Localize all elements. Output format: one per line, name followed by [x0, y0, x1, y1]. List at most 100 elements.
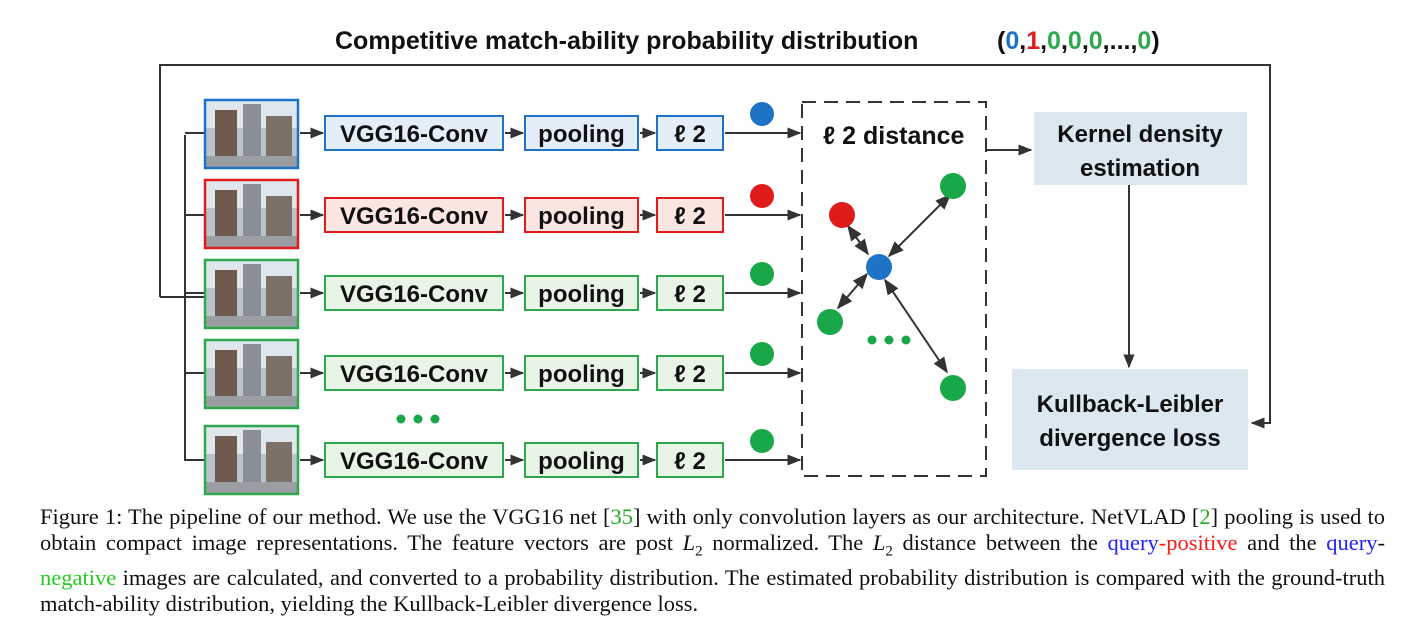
ellipsis-dot — [430, 414, 440, 424]
gt-comma: , — [1103, 27, 1110, 55]
ellipsis-dot — [413, 414, 423, 424]
caption-query-word: query — [1326, 530, 1378, 555]
gt-comma: , — [1040, 27, 1047, 55]
gt-entry-4: 0 — [1089, 27, 1103, 55]
ellipsis-dot — [901, 335, 911, 345]
gt-close-paren: ) — [1151, 27, 1159, 55]
negative-embedding-point — [940, 173, 966, 199]
gt-entry-0: 0 — [1005, 27, 1019, 55]
gt-comma: , — [1019, 27, 1026, 55]
branch-positive: VGG16-Conv pooling ℓ 2 — [185, 178, 802, 250]
diagram-title: Competitive match-ability probability di… — [335, 27, 918, 55]
kde-label-line1: Kernel density — [1057, 121, 1223, 148]
negative-embedding-point — [940, 375, 966, 401]
neg-distance-edge — [836, 272, 869, 310]
l2-norm-box — [656, 355, 724, 391]
branch-image-positive — [203, 178, 300, 250]
pooling-box — [524, 115, 639, 151]
pooling-box — [524, 275, 639, 311]
vgg16-conv-label: VGG16-Conv — [340, 203, 489, 230]
kde-box — [1034, 112, 1247, 185]
caption-label: Figure 1: — [40, 504, 123, 529]
pooling-box — [524, 442, 639, 478]
branch-ellipsis — [396, 414, 440, 424]
caption-positive-word: positive — [1166, 530, 1238, 555]
branch-negative: VGG16-Conv pooling ℓ 2 — [185, 338, 802, 410]
caption-dash: - — [1377, 530, 1386, 555]
feature-vector-dot — [750, 102, 774, 126]
feature-vector-dot — [750, 262, 774, 286]
neg-distance-edge — [884, 278, 948, 374]
math-subscript: 2 — [695, 543, 703, 560]
l2-norm-box — [656, 275, 724, 311]
l2-norm-box — [656, 197, 724, 233]
kl-loss-box — [1012, 369, 1248, 470]
caption-query-word: query — [1107, 530, 1159, 555]
distance-box — [801, 101, 987, 477]
branch-image-negative — [203, 258, 300, 330]
vgg16-conv-box — [324, 115, 504, 151]
citation-link[interactable]: 2 — [1199, 504, 1211, 529]
branch-image-query — [203, 98, 300, 170]
pooling-box — [524, 197, 639, 233]
vgg16-conv-label: VGG16-Conv — [340, 121, 489, 148]
vgg16-conv-label: VGG16-Conv — [340, 448, 489, 475]
positive-embedding-point — [829, 202, 855, 228]
math-subscript: 2 — [885, 543, 893, 560]
branch-query: VGG16-Conv pooling ℓ 2 — [185, 98, 802, 170]
math-l: L — [872, 530, 886, 555]
kde-label-line2: estimation — [1080, 155, 1200, 182]
gt-entry-3: 0 — [1068, 27, 1082, 55]
ellipsis-dot — [884, 335, 894, 345]
vgg16-conv-box — [324, 442, 504, 478]
ground-truth-vector: (0,1,0,0,0,...,0) — [997, 27, 1160, 55]
branch-image-negative — [203, 338, 300, 410]
branch-image-negative — [203, 424, 300, 496]
gt-entry-1: 1 — [1026, 27, 1040, 55]
kl-label-line1: Kullback-Leibler — [1037, 391, 1224, 418]
query-embedding-point — [866, 254, 892, 280]
negative-embedding-point — [817, 309, 843, 335]
caption-text: distance between the — [892, 530, 1108, 555]
gt-entry-5: ... — [1110, 27, 1131, 55]
vgg16-conv-label: VGG16-Conv — [340, 281, 489, 308]
figure-caption: Figure 1: The pipeline of our method. We… — [40, 504, 1385, 617]
neg-distance-edge — [887, 193, 952, 258]
caption-negative-word: negative — [40, 564, 117, 590]
gt-entry-2: 0 — [1047, 27, 1061, 55]
feature-vector-dot — [750, 184, 774, 208]
l2-norm-label: ℓ 2 — [674, 361, 706, 388]
caption-text: ] with only convolution layers as our ar… — [632, 504, 1200, 529]
math-l: L — [682, 530, 696, 555]
embedding-space — [817, 173, 966, 401]
vgg16-conv-label: VGG16-Conv — [340, 361, 489, 388]
gt-comma: , — [1130, 27, 1137, 55]
ellipsis-dot — [867, 335, 877, 345]
caption-text: images are calculated, and converted to … — [40, 564, 1385, 616]
gt-comma: , — [1061, 27, 1068, 55]
pooling-label: pooling — [538, 281, 625, 308]
pooling-label: pooling — [538, 203, 625, 230]
gt-feedback-arrow — [159, 64, 1271, 429]
gt-entry-6: 0 — [1137, 27, 1151, 55]
l2-norm-label: ℓ 2 — [674, 203, 706, 230]
pooling-box — [524, 355, 639, 391]
pooling-label: pooling — [538, 121, 625, 148]
caption-text: The pipeline of our method. We use the V… — [128, 504, 611, 529]
branch-negative: VGG16-Conv pooling ℓ 2 — [185, 258, 802, 330]
pos-distance-edge — [847, 224, 869, 256]
kl-label-line2: divergence loss — [1039, 425, 1220, 452]
vgg16-conv-box — [324, 275, 504, 311]
citation-link[interactable]: 35 — [610, 504, 633, 529]
gt-comma: , — [1082, 27, 1089, 55]
branches: VGG16-Conv pooling ℓ 2 VGG16-Conv pooling ℓ 2… — [185, 98, 802, 496]
ellipsis-dot — [396, 414, 406, 424]
feature-vector-dot — [750, 342, 774, 366]
caption-dash: - — [1158, 530, 1167, 555]
gt-open-paren: ( — [997, 27, 1006, 55]
pooling-label: pooling — [538, 361, 625, 388]
pooling-label: pooling — [538, 448, 625, 475]
l2-norm-box — [656, 115, 724, 151]
branch-negative: VGG16-Conv pooling ℓ 2 — [185, 424, 802, 496]
l2-norm-label: ℓ 2 — [674, 121, 706, 148]
